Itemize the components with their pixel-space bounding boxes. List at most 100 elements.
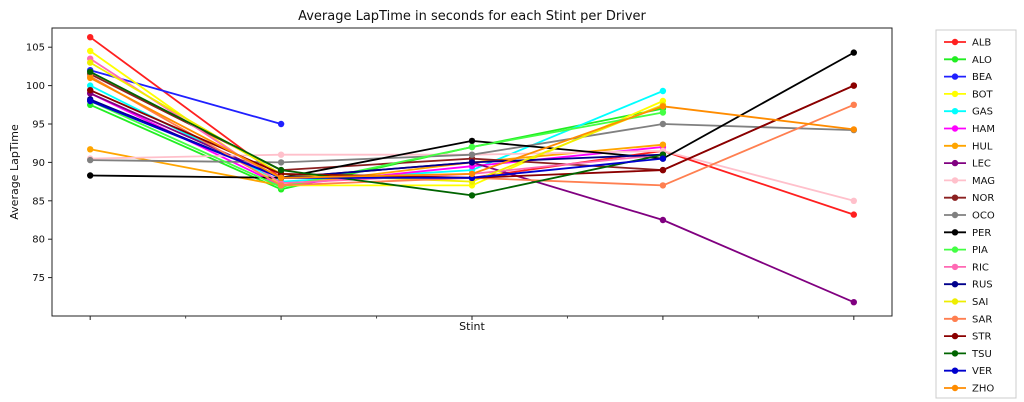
legend-marker: [951, 90, 959, 98]
series-line: [89, 100, 664, 188]
series-line: [89, 70, 664, 197]
data-point: [277, 174, 285, 181]
data-point: [850, 101, 857, 109]
legend-label: SAR: [972, 314, 992, 325]
legend-label: ALB: [972, 38, 991, 49]
data-point: [468, 159, 476, 166]
legend-label: PER: [972, 228, 991, 239]
legend-marker: [951, 229, 959, 236]
data-point: [87, 82, 94, 89]
series-line: [89, 103, 664, 191]
legend-label: HAM: [972, 124, 995, 135]
legend-marker: [951, 211, 959, 219]
legend-item: ZHO: [944, 384, 994, 395]
series-layer: [87, 34, 857, 306]
data-point: [659, 216, 667, 224]
legend-item: GAS: [944, 107, 993, 118]
legend-label: VER: [972, 366, 992, 377]
legend-marker: [951, 263, 959, 271]
legend-marker: [951, 350, 959, 357]
legend-marker: [951, 332, 959, 340]
legend-item: OCO: [944, 211, 995, 222]
legend-label: BOT: [972, 89, 994, 100]
data-point: [277, 166, 285, 174]
data-point: [659, 155, 667, 162]
legend-label: GAS: [972, 107, 993, 118]
data-point: [468, 170, 476, 178]
legend-label: HUL: [972, 141, 993, 152]
legend-marker: [951, 159, 959, 167]
y-tick-label: 80: [32, 235, 45, 246]
data-point: [659, 120, 667, 128]
data-point: [850, 49, 857, 56]
data-point: [87, 47, 94, 55]
legend-item: HUL: [944, 141, 993, 152]
data-point: [850, 299, 857, 306]
legend-label: LEC: [972, 159, 991, 170]
y-tick-label: 90: [32, 158, 45, 169]
data-point: [468, 151, 476, 158]
legend-label: OCO: [972, 211, 995, 222]
legend-marker: [951, 246, 959, 253]
legend-marker: [951, 73, 959, 80]
data-point: [659, 166, 667, 174]
legend-item: STR: [944, 332, 991, 343]
legend-label: RIC: [972, 262, 989, 273]
legend-item: VER: [944, 366, 992, 377]
legend-marker: [951, 298, 959, 305]
legend-item: RIC: [944, 262, 989, 273]
data-point: [659, 182, 667, 189]
legend-item: ALO: [944, 55, 992, 66]
series-oco: [87, 120, 857, 166]
legend-marker: [951, 281, 959, 288]
series-line: [89, 100, 663, 179]
x-axis-label: Stint: [459, 320, 485, 333]
y-tick-label: 95: [32, 120, 45, 131]
legend-marker: [951, 142, 959, 149]
data-point: [659, 109, 667, 116]
legend-item: SAR: [944, 314, 992, 325]
data-point: [87, 87, 94, 94]
y-axis: 75 80 85 90 95 100 105: [26, 43, 52, 284]
legend-item: HAM: [944, 124, 995, 135]
data-point: [87, 97, 94, 105]
legend-marker: [951, 194, 959, 201]
data-point: [659, 103, 667, 110]
data-point: [468, 192, 476, 199]
y-tick-label: 75: [32, 273, 45, 284]
legend-marker: [951, 315, 959, 322]
data-point: [87, 68, 94, 76]
data-point: [659, 141, 667, 148]
legend-item: PIA: [944, 245, 988, 256]
legend-marker: [951, 384, 959, 392]
y-tick-label: 100: [26, 81, 45, 92]
legend-label: PIA: [972, 245, 988, 256]
legend-label: NOR: [972, 193, 994, 204]
legend-label: ZHO: [972, 384, 994, 395]
x-axis: [89, 316, 855, 320]
chart-title: Average LapTime in seconds for each Stin…: [298, 9, 646, 24]
data-point: [87, 146, 94, 153]
data-point: [277, 151, 285, 158]
legend-marker: [951, 177, 959, 184]
data-point: [277, 182, 285, 189]
data-point: [87, 74, 94, 82]
legend-marker: [951, 56, 959, 63]
series-zho: [87, 74, 857, 181]
y-tick-label: 105: [26, 43, 45, 54]
legend-item: RUS: [944, 280, 993, 291]
legend-item: ALB: [944, 38, 991, 49]
legend-item: BEA: [944, 72, 992, 83]
series-nor: [87, 70, 857, 174]
legend-marker: [951, 38, 959, 46]
legend-label: SAI: [972, 297, 988, 308]
legend-item: LEC: [944, 159, 991, 170]
legend-item: TSU: [944, 349, 992, 360]
data-point: [850, 126, 857, 133]
data-point: [87, 156, 94, 164]
data-point: [468, 143, 476, 151]
data-point: [87, 59, 94, 66]
legend-item: SAI: [944, 297, 988, 308]
legend-marker: [951, 367, 959, 374]
